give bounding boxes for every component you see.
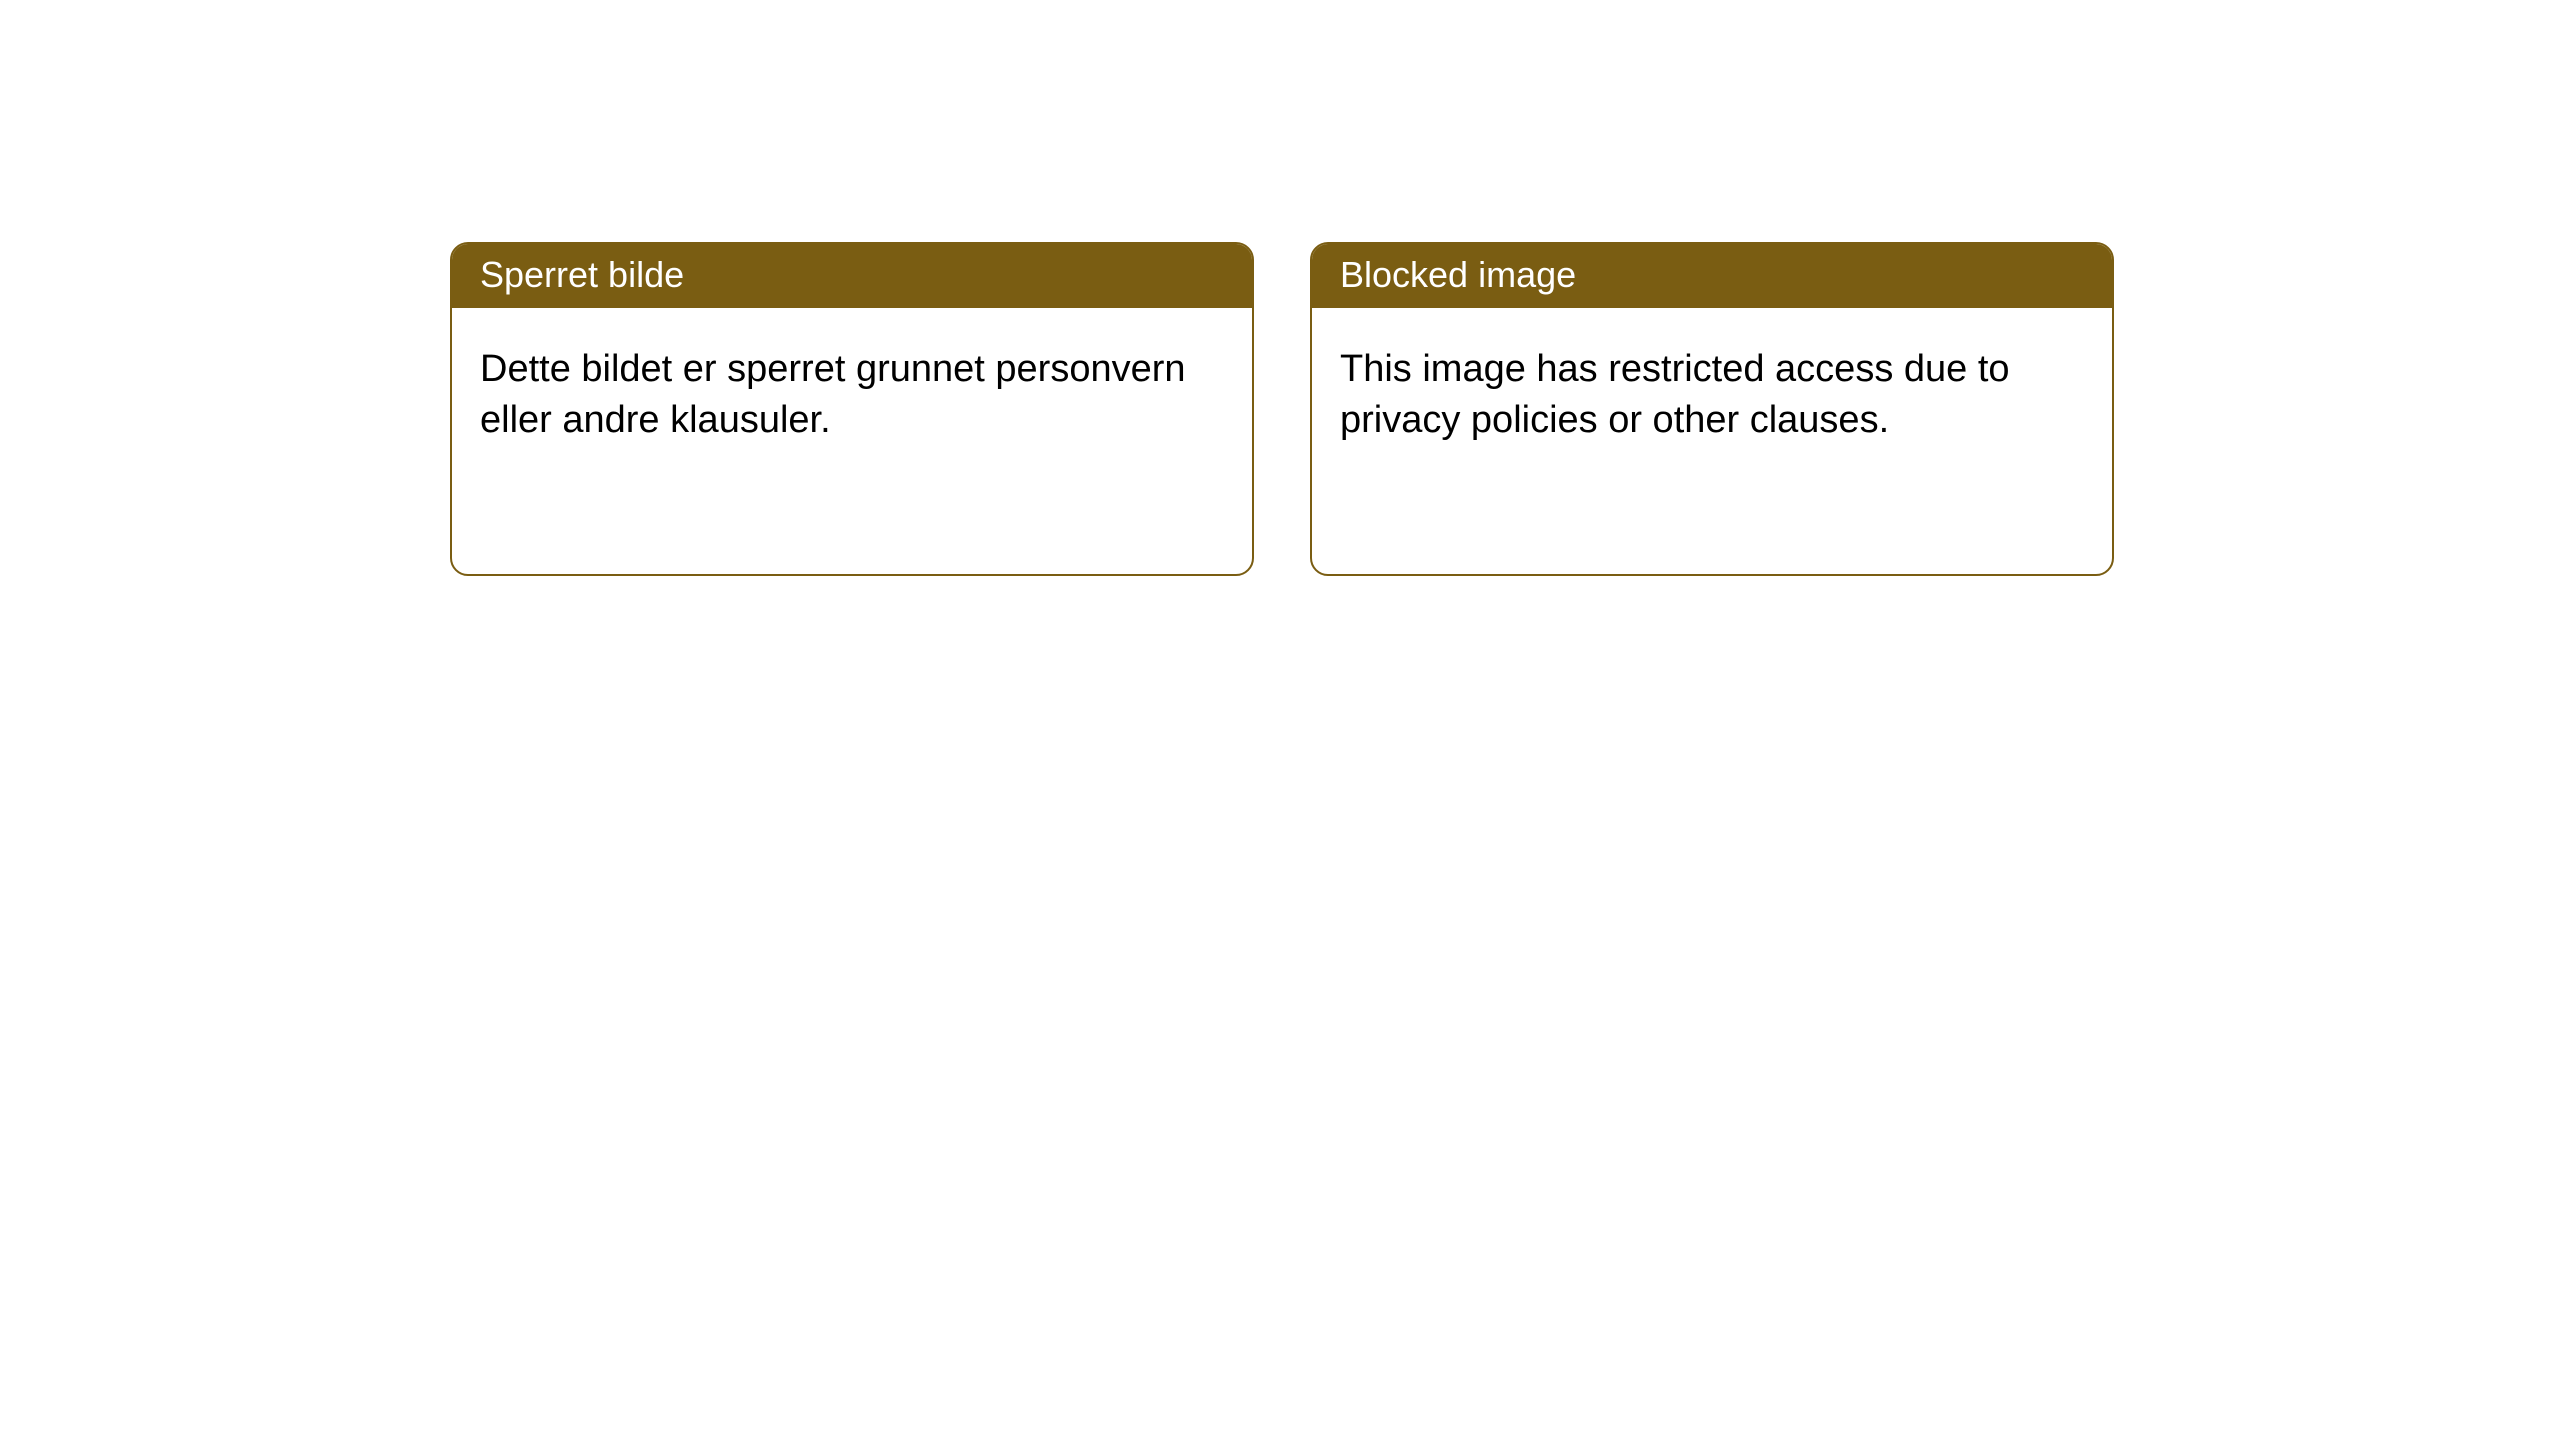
blocked-image-card-no: Sperret bilde Dette bildet er sperret gr… bbox=[450, 242, 1254, 576]
card-header-no: Sperret bilde bbox=[452, 244, 1252, 308]
blocked-image-card-en: Blocked image This image has restricted … bbox=[1310, 242, 2114, 576]
cards-container: Sperret bilde Dette bildet er sperret gr… bbox=[450, 242, 2114, 576]
card-header-en: Blocked image bbox=[1312, 244, 2112, 308]
card-body-en: This image has restricted access due to … bbox=[1312, 308, 2112, 475]
card-body-no: Dette bildet er sperret grunnet personve… bbox=[452, 308, 1252, 475]
